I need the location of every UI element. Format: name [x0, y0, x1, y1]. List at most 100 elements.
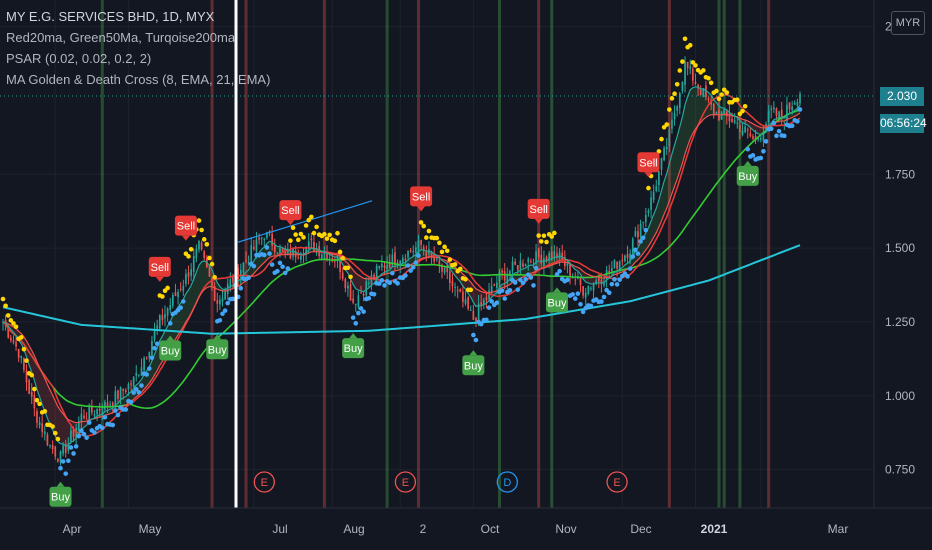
psar-dot — [262, 252, 267, 258]
psar-dot — [776, 128, 782, 134]
candle-body — [211, 278, 213, 286]
buy-signal[interactable]: Buy — [462, 350, 485, 376]
candle-body — [535, 251, 537, 264]
buy-signal[interactable]: Buy — [342, 333, 365, 359]
cloud-segment — [473, 285, 476, 307]
candle-body — [404, 258, 407, 261]
psar-dot — [484, 317, 489, 323]
candle-body — [451, 280, 454, 286]
psar-dot — [264, 245, 270, 250]
candle-body — [43, 431, 46, 435]
sell-signal[interactable]: Sell — [279, 200, 302, 226]
earnings-marker[interactable]: E — [394, 471, 417, 493]
cloud-segment — [65, 417, 69, 447]
psar-dot — [638, 239, 643, 244]
candle-body — [122, 388, 125, 391]
candle-body — [506, 274, 509, 284]
candle-body — [728, 113, 731, 122]
symbol-title[interactable]: MY E.G. SERVICES BHD, 1D, MYX — [6, 9, 215, 24]
psar-dot — [113, 408, 118, 413]
time-axis[interactable]: Apr May Jul Aug 2 Oct Nov Dec 2021 Mar — [63, 522, 849, 536]
psar-dot — [774, 133, 779, 139]
candle-body — [571, 277, 574, 279]
psar-dot — [251, 263, 257, 269]
psar-dot — [209, 261, 215, 267]
psar-dot — [199, 227, 204, 233]
candle-body — [477, 303, 480, 323]
candle-body — [642, 221, 645, 223]
psar-dot — [207, 255, 212, 261]
candle-body — [245, 259, 247, 262]
candle-body — [650, 197, 652, 210]
candle-body — [631, 238, 634, 254]
signal-pointer — [534, 218, 543, 224]
dividend-marker[interactable]: D — [496, 471, 518, 493]
candle-body — [41, 423, 44, 433]
psar-dot — [309, 214, 314, 220]
psar-dot — [635, 251, 641, 256]
psar-dot — [614, 282, 620, 287]
candle-body — [117, 390, 119, 400]
psar-dot — [416, 253, 421, 258]
cross-band — [497, 0, 501, 508]
signal-label: Sell — [151, 262, 169, 274]
x-tick-label: Mar — [828, 522, 849, 536]
signal-label: Buy — [208, 344, 227, 356]
candle-body — [702, 88, 705, 97]
marker-ring — [496, 471, 518, 493]
psar-dot — [528, 275, 534, 280]
candle-body — [57, 459, 59, 462]
earnings-marker[interactable]: E — [253, 471, 275, 493]
candle-body — [28, 380, 30, 395]
candle-body — [15, 341, 17, 347]
sell-signal[interactable]: Sell — [174, 215, 197, 241]
candle-body — [72, 428, 75, 437]
candle-body — [62, 445, 64, 454]
x-tick-label: Apr — [63, 522, 82, 536]
sell-signal[interactable]: Sell — [148, 256, 171, 282]
currency-button[interactable]: MYR — [891, 11, 925, 35]
buy-signal[interactable]: Buy — [545, 287, 568, 313]
signal-label: Sell — [412, 191, 430, 203]
signal-box — [206, 339, 229, 360]
psar-dot — [426, 228, 432, 234]
cloud-segment — [172, 311, 176, 344]
psar-dot — [643, 227, 649, 233]
marker-label: E — [613, 477, 620, 489]
candle-body — [788, 102, 791, 110]
indicator-cross[interactable]: MA Golden & Death Cross (8, EMA, 21, EMA… — [6, 72, 271, 87]
candle-body — [305, 246, 307, 255]
indicator-psar[interactable]: PSAR (0.02, 0.02, 0.2, 2) — [6, 51, 152, 66]
candle-body — [310, 238, 313, 241]
sell-signal[interactable]: Sell — [527, 198, 550, 224]
cloud-segment — [520, 269, 524, 279]
candle-body — [676, 106, 679, 111]
buy-signal[interactable]: Buy — [736, 160, 759, 186]
psar-dot — [282, 270, 288, 276]
candle-body — [694, 81, 697, 84]
earnings-marker[interactable]: E — [606, 471, 628, 493]
psar-dot — [575, 291, 581, 296]
psar-dot — [301, 235, 306, 240]
candle-body — [566, 263, 569, 266]
candle-body — [77, 420, 80, 431]
candle-body — [224, 291, 226, 300]
cloud-segment — [758, 126, 761, 135]
candle-body — [365, 281, 368, 296]
psar-dot — [424, 235, 429, 240]
psar-dot — [167, 321, 173, 326]
candle-body — [639, 223, 642, 237]
indicator-ma[interactable]: Red20ma, Green50Ma, Turqoise200ma — [6, 30, 236, 45]
buy-signal[interactable]: Buy — [206, 334, 229, 360]
sell-signal[interactable]: Sell — [637, 152, 660, 178]
sell-signal[interactable]: Sell — [410, 186, 433, 212]
buy-signal[interactable]: Buy — [49, 481, 72, 507]
psar-dot — [136, 390, 142, 395]
candle-body — [608, 270, 611, 273]
buy-signal[interactable]: Buy — [159, 335, 182, 361]
candle-body — [524, 264, 527, 266]
candle-body — [289, 252, 292, 259]
psar-dot — [502, 296, 508, 301]
psar-dot — [123, 407, 129, 412]
